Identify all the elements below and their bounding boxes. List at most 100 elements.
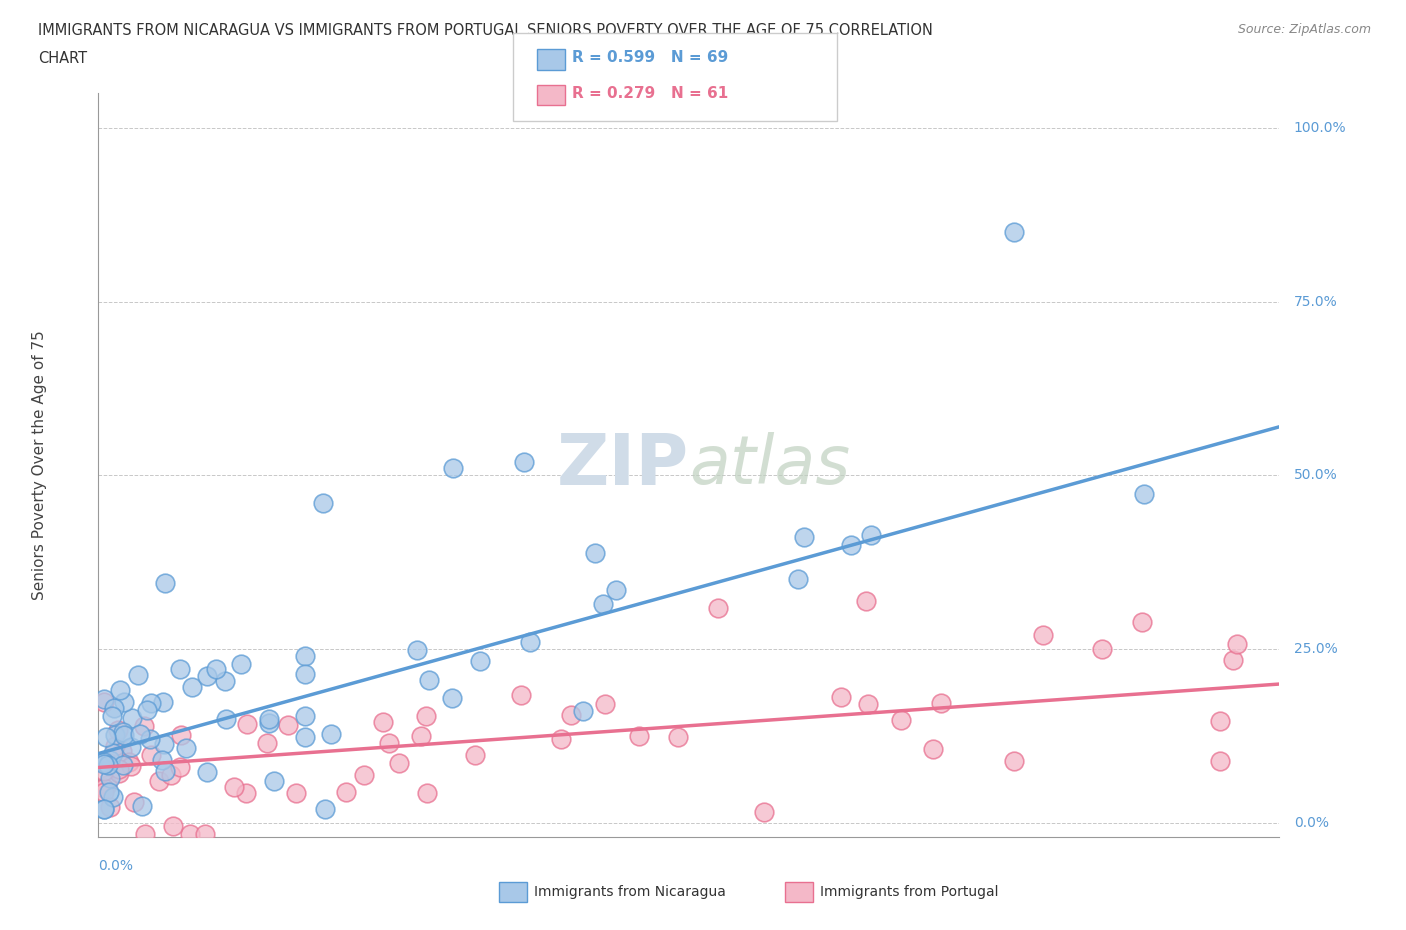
Text: IMMIGRANTS FROM NICARAGUA VS IMMIGRANTS FROM PORTUGAL SENIORS POVERTY OVER THE A: IMMIGRANTS FROM NICARAGUA VS IMMIGRANTS … xyxy=(38,23,932,38)
Point xyxy=(855,593,877,608)
Point xyxy=(120,740,142,755)
Point xyxy=(256,736,278,751)
Point xyxy=(707,600,730,615)
Point xyxy=(214,673,236,688)
Point xyxy=(406,643,429,658)
Point xyxy=(550,732,572,747)
Point xyxy=(787,572,810,587)
Point xyxy=(560,707,582,722)
Point xyxy=(294,649,316,664)
Point xyxy=(174,740,197,755)
Point xyxy=(120,758,142,773)
Point xyxy=(104,728,127,743)
Point xyxy=(93,764,115,778)
Point xyxy=(1226,636,1249,651)
Point xyxy=(179,826,201,841)
Point xyxy=(1130,615,1153,630)
Point xyxy=(294,729,316,744)
Point xyxy=(96,777,118,792)
Point xyxy=(139,748,162,763)
Point xyxy=(94,730,117,745)
Point xyxy=(117,754,139,769)
Point xyxy=(104,738,127,753)
Point xyxy=(470,654,492,669)
Point xyxy=(415,709,437,724)
Point xyxy=(222,780,245,795)
Point xyxy=(922,741,945,756)
Text: 0.0%: 0.0% xyxy=(1294,817,1329,830)
Point xyxy=(512,454,534,469)
Point xyxy=(1132,486,1154,501)
Point xyxy=(152,694,174,709)
Point xyxy=(583,545,606,560)
Point xyxy=(373,714,395,729)
Point xyxy=(377,736,399,751)
Point xyxy=(100,709,122,724)
Point xyxy=(294,709,316,724)
Point xyxy=(335,785,357,800)
Point xyxy=(153,764,176,778)
Point xyxy=(131,798,153,813)
Point xyxy=(592,597,614,612)
Point xyxy=(859,527,882,542)
Point xyxy=(830,689,852,704)
Point xyxy=(107,723,129,737)
Point xyxy=(98,800,121,815)
Point xyxy=(134,719,156,734)
Point xyxy=(1208,714,1230,729)
Point xyxy=(235,786,257,801)
Point xyxy=(793,529,815,544)
Point xyxy=(194,826,217,841)
Point xyxy=(666,730,689,745)
Point xyxy=(1002,225,1025,240)
Point xyxy=(277,718,299,733)
Point xyxy=(418,672,440,687)
Text: 100.0%: 100.0% xyxy=(1294,121,1347,135)
Point xyxy=(257,716,280,731)
Point xyxy=(1091,642,1114,657)
Point xyxy=(122,794,145,809)
Point xyxy=(100,752,122,767)
Point xyxy=(135,702,157,717)
Point xyxy=(312,496,335,511)
Point xyxy=(93,802,115,817)
Point xyxy=(197,669,219,684)
Point xyxy=(93,754,115,769)
Point xyxy=(257,712,280,727)
Point xyxy=(139,696,162,711)
Point xyxy=(263,773,285,788)
Text: 75.0%: 75.0% xyxy=(1294,295,1337,309)
Point xyxy=(134,826,156,841)
Point xyxy=(148,774,170,789)
Point xyxy=(314,802,336,817)
Text: CHART: CHART xyxy=(38,51,87,66)
Text: R = 0.599   N = 69: R = 0.599 N = 69 xyxy=(572,50,728,65)
Point xyxy=(353,768,375,783)
Text: Immigrants from Nicaragua: Immigrants from Nicaragua xyxy=(534,884,725,899)
Point xyxy=(235,716,257,731)
Point xyxy=(464,747,486,762)
Text: 50.0%: 50.0% xyxy=(1294,469,1337,483)
Point xyxy=(294,666,316,681)
Point xyxy=(103,701,125,716)
Text: 0.0%: 0.0% xyxy=(98,859,134,873)
Point xyxy=(111,724,134,739)
Text: R = 0.279   N = 61: R = 0.279 N = 61 xyxy=(572,86,728,100)
Point xyxy=(108,765,131,780)
Point xyxy=(121,711,143,725)
Point xyxy=(180,680,202,695)
Point xyxy=(593,697,616,711)
Point xyxy=(752,804,775,819)
Point xyxy=(170,728,193,743)
Point xyxy=(112,695,135,710)
Point xyxy=(111,744,134,759)
Point xyxy=(108,762,131,777)
Text: 25.0%: 25.0% xyxy=(1294,643,1337,657)
Point xyxy=(839,538,862,552)
Point xyxy=(93,691,115,706)
Text: atlas: atlas xyxy=(689,432,851,498)
Point xyxy=(215,711,238,726)
Point xyxy=(169,661,191,676)
Point xyxy=(229,657,252,671)
Point xyxy=(519,634,541,649)
